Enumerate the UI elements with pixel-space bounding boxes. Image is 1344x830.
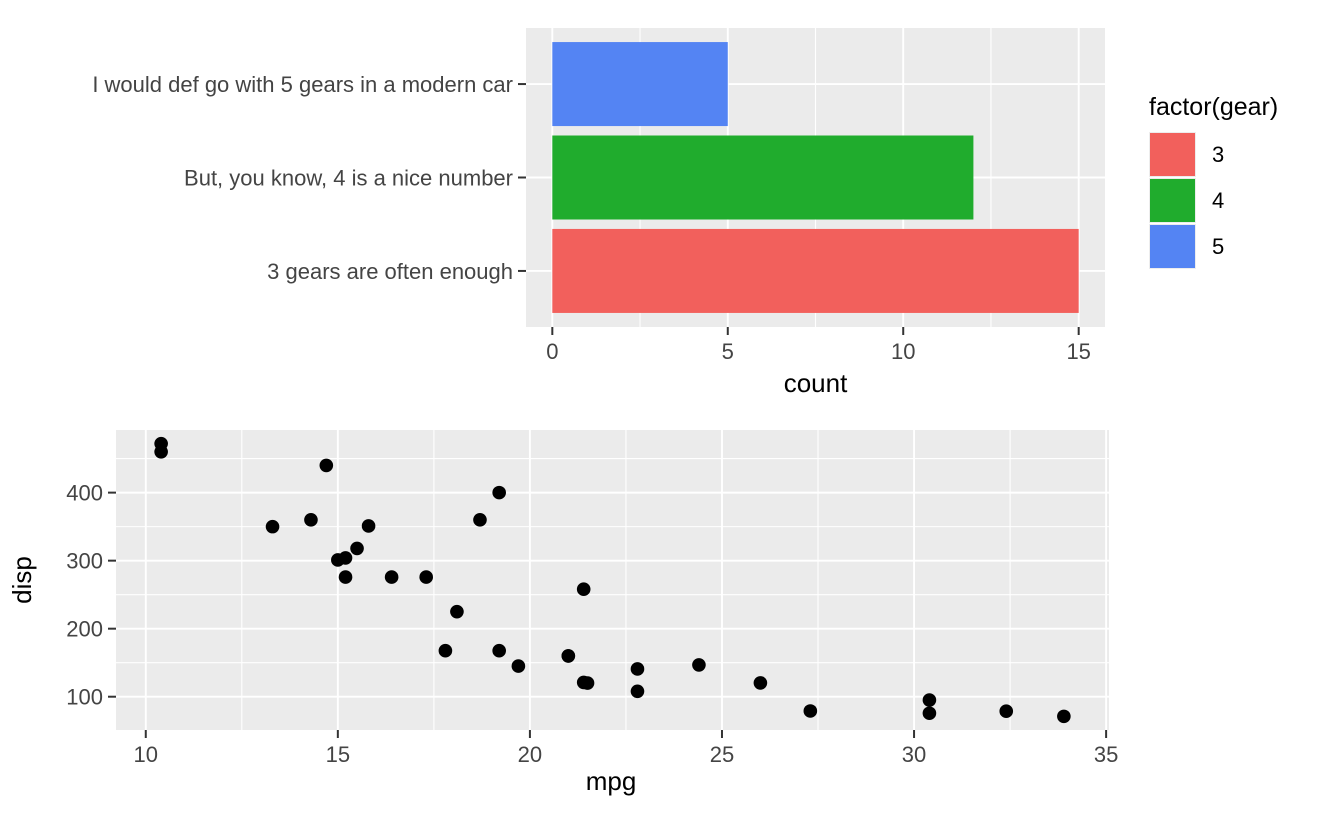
scatter-point: [576, 582, 591, 597]
scatter-point: [561, 649, 576, 663]
scatter-point: [692, 658, 706, 672]
scatter-point: [753, 676, 768, 690]
scatter-x-tick-label: 25: [710, 742, 734, 767]
scatter-point: [384, 570, 399, 584]
scatter-y-tick-label: 200: [66, 617, 103, 642]
bar-gear-3: [552, 228, 1079, 313]
scatter-point: [154, 445, 168, 459]
scatter-y-axis-title: disp: [7, 556, 37, 604]
bar-x-tick-label: 0: [546, 339, 558, 364]
bar-x-tick-label: 10: [891, 339, 915, 364]
legend-key-4: [1150, 179, 1195, 222]
scatter-x-tick-label: 35: [1094, 742, 1118, 767]
scatter-point: [492, 485, 506, 500]
scatter-point: [304, 513, 318, 527]
legend: factor(gear) 3 4 5: [1149, 93, 1278, 269]
legend-label: 5: [1212, 234, 1224, 259]
scatter-point: [630, 684, 645, 699]
scatter-x-axis-title: mpg: [586, 766, 637, 796]
scatter-point: [803, 704, 818, 718]
scatter-point: [922, 693, 937, 707]
bar-gear-5: [552, 42, 728, 127]
scatter-point: [922, 706, 937, 721]
scatter-point: [331, 553, 345, 567]
scatter-x-tick-label: 20: [518, 742, 542, 767]
scatter-point: [576, 675, 591, 690]
scatter-y-tick-label: 300: [66, 549, 103, 574]
bar-x-tick-label: 15: [1066, 339, 1090, 364]
legend-label: 3: [1212, 142, 1224, 167]
scatter-point: [438, 643, 453, 658]
scatter-point: [511, 659, 526, 673]
scatter-point: [999, 704, 1014, 718]
scatter-chart: 10 15 20 25 30 35 100 200 300 400 mpg disp: [7, 430, 1118, 796]
scatter-y-tick-label: 100: [66, 685, 103, 710]
legend-key-5: [1150, 225, 1195, 268]
scatter-point: [338, 570, 353, 584]
legend-keys: 3 4 5: [1149, 132, 1224, 269]
bar-x-tick-label: 5: [722, 339, 734, 364]
bar-category-label: I would def go with 5 gears in a modern …: [92, 72, 513, 97]
legend-title: factor(gear): [1149, 93, 1278, 121]
bar-chart-panel: 0 5 10 15 3 gears are often enough But, you k…: [92, 28, 1105, 364]
scatter-point: [450, 604, 464, 619]
bar-category-label: 3 gears are often enough: [267, 259, 513, 284]
scatter-x-tick-label: 30: [902, 742, 926, 767]
scatter-chart-panel: 10 15 20 25 30 35 100 200 300 400: [66, 430, 1118, 767]
scatter-point: [350, 541, 364, 556]
scatter-panel-bg: [116, 430, 1109, 730]
legend-key-3: [1150, 133, 1195, 176]
scatter-x-tick-label: 15: [326, 742, 350, 767]
bar-category-label: But, you know, 4 is a nice number: [184, 166, 513, 191]
scatter-point: [1057, 709, 1071, 724]
legend-label: 4: [1212, 188, 1224, 213]
bar-x-axis-title: count: [784, 368, 848, 398]
scatter-point: [361, 519, 376, 533]
scatter-point: [265, 519, 280, 534]
bar-gear-4: [552, 135, 974, 220]
bar-chart: 0 5 10 15 3 gears are often enough But, you k…: [92, 28, 1278, 398]
scatter-x-tick-label: 10: [134, 742, 158, 767]
scatter-point: [473, 513, 487, 527]
scatter-point: [319, 458, 334, 473]
scatter-point: [419, 570, 433, 584]
scatter-y-tick-label: 400: [66, 481, 103, 506]
scatter-point: [630, 662, 645, 676]
scatter-point: [492, 643, 506, 658]
